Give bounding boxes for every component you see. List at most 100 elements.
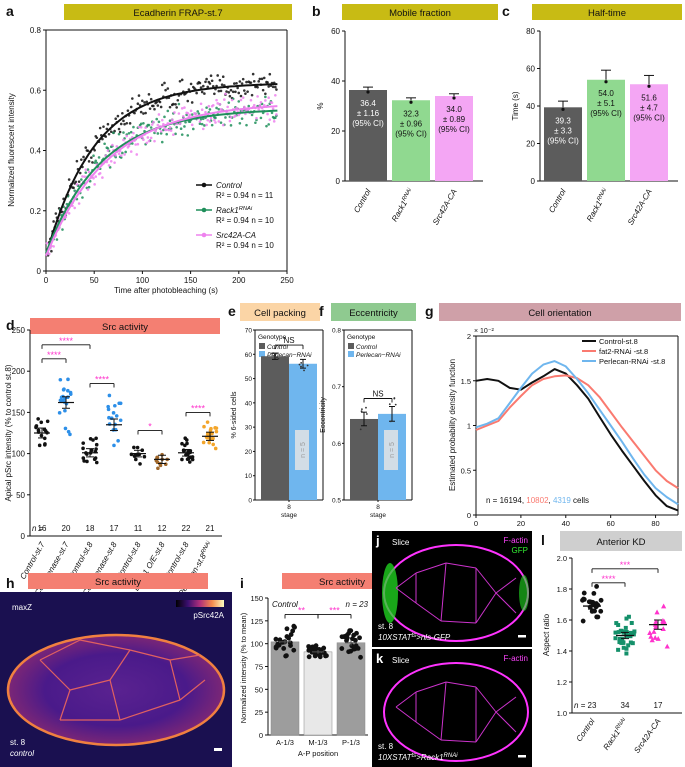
frap-point [205, 77, 208, 81]
frap-point [264, 92, 267, 96]
y-tick-label: 1.2 [557, 678, 567, 687]
frap-point [238, 121, 242, 125]
y-tick-label: 1 [467, 422, 471, 431]
frap-point [149, 97, 153, 101]
src-point [107, 393, 112, 398]
aspect-point [594, 584, 600, 589]
frap-point [163, 81, 166, 85]
frap-point [147, 139, 151, 143]
frap-point [144, 126, 147, 129]
y-axis-label: % [316, 102, 325, 109]
y-tick-label: 50 [16, 491, 25, 500]
legend-label: Rack1RNAi [216, 206, 253, 215]
cell-edge [415, 721, 442, 741]
frap-point [211, 84, 215, 88]
frap-point [160, 83, 164, 87]
aspect-point [652, 635, 658, 640]
frap-point [196, 110, 200, 113]
frap-point [217, 107, 221, 111]
stage-label: st. 8 [378, 622, 394, 631]
frap-point [81, 175, 84, 178]
cell-edge [415, 562, 447, 574]
aspect-point [626, 643, 631, 648]
frap-point [124, 150, 127, 154]
frap-point [240, 117, 244, 120]
data-point [306, 654, 312, 660]
frap-point [267, 85, 270, 88]
frap-point [145, 141, 149, 145]
x-category-label: Src42A-CA [632, 717, 662, 755]
frap-point [227, 91, 231, 94]
cell-edge [495, 577, 517, 594]
frap-point [157, 113, 161, 116]
frap-point [256, 95, 259, 98]
frap-point [207, 104, 211, 108]
src-point [34, 424, 39, 428]
aspect-point [626, 614, 631, 619]
y-tick-label: 1.6 [557, 616, 567, 625]
data-point [308, 645, 313, 651]
frap-point [115, 145, 119, 148]
frap-point [190, 113, 194, 116]
cell-counts: n = 16194, 10802, 4319 cells [486, 496, 589, 505]
cell-edge [169, 659, 181, 701]
src-point [214, 426, 219, 430]
src-point [187, 460, 192, 464]
y-tick-label: 1.5 [461, 377, 471, 386]
y-tick-label: 0 [248, 498, 252, 505]
sig-label: *** [620, 560, 631, 570]
panel-e-title: Cell packing [254, 308, 306, 319]
frap-point [257, 108, 261, 111]
genotype-label: 10XSTATts>nls-GFP [378, 633, 451, 642]
frap-point [86, 168, 90, 171]
frap-point [145, 100, 149, 104]
y-axis-label: % 6-sided cells [231, 391, 238, 439]
src-point [106, 407, 111, 412]
y-tick-label: 25 [255, 708, 263, 717]
data-point [357, 635, 362, 641]
frap-point [152, 120, 155, 124]
label-sup: RNAi [401, 187, 413, 202]
sig-label: *** [329, 605, 340, 615]
data-point [281, 646, 287, 651]
pdf-line [475, 368, 679, 512]
frap-point [252, 79, 256, 83]
panel-d-banner [30, 318, 220, 334]
frap-point [274, 116, 277, 120]
frap-point [104, 135, 108, 138]
sig-label: NS [372, 390, 383, 399]
frap-point [153, 139, 156, 143]
frap-point [214, 116, 217, 120]
stain-label: F-actin [504, 536, 528, 545]
frap-point [92, 176, 95, 180]
cell-edge [109, 679, 121, 721]
frap-point [200, 122, 204, 126]
frap-point [168, 126, 172, 129]
frap-point [84, 168, 88, 171]
frap-point [97, 156, 101, 159]
frap-fit-line [45, 105, 278, 257]
frap-point [203, 124, 206, 127]
bar [261, 356, 289, 500]
y-tick-label: 0.6 [30, 86, 42, 95]
src-point [190, 457, 195, 462]
src-point [81, 441, 86, 445]
y-tick-label: 100 [12, 450, 26, 459]
frap-point [168, 105, 172, 109]
frap-point [259, 116, 263, 120]
frap-point [94, 159, 98, 163]
src-point [114, 414, 119, 418]
frap-point [123, 122, 126, 126]
legend-stats: R² = 0.94 n = 10 [216, 241, 274, 250]
frap-point [177, 102, 181, 106]
frap-point [246, 90, 249, 93]
aspect-point [580, 618, 586, 624]
frap-point [254, 121, 257, 125]
frap-point [86, 149, 90, 153]
panel-b-title: Mobile fraction [389, 8, 451, 19]
src-point [180, 441, 184, 446]
frap-point [255, 116, 258, 120]
y-tick-label: 80 [526, 27, 535, 36]
x-category-label: M-1/3 [308, 738, 327, 747]
n-label: n = 5 [300, 442, 307, 458]
